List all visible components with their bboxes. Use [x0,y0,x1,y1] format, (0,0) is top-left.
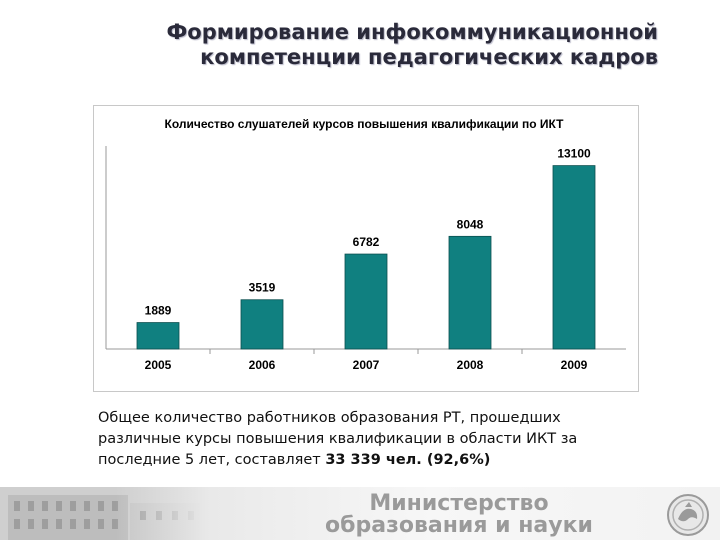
ministry-logo-text: Министерство образования и науки [325,493,593,537]
bar-chart: Количество слушателей курсов повышения к… [105,117,626,372]
tatarstan-emblem-icon [667,494,709,536]
ministry-line1: Министерство [369,491,549,516]
x-tick-label-2009: 2009 [561,358,588,372]
chart-container: Количество слушателей курсов повышения к… [93,105,639,392]
page-title-line2: компетенции педагогических кадров [200,45,658,69]
page-title: Формирование инфокоммуникационной компет… [166,20,658,70]
data-label-2005: 1889 [145,304,172,318]
data-label-2006: 3519 [249,281,276,295]
chart-title: Количество слушателей курсов повышения к… [165,117,565,131]
data-label-2008: 8048 [457,217,484,231]
description-line2: различные курсы повышения квалификации в… [98,431,578,447]
bar-2007 [344,253,388,350]
building-photo-icon [0,487,210,540]
description-line1: Общее количество работников образования … [98,410,561,426]
x-tick-label-2007: 2007 [353,358,380,372]
ministry-line2: образования и науки [325,513,593,538]
total-count: 33 339 чел. (92,6%) [325,452,491,468]
bar-2005 [136,322,180,350]
x-tick-label-2006: 2006 [249,358,276,372]
bar-2008 [448,235,492,350]
bar-2009 [552,165,596,350]
data-label-2007: 6782 [353,235,380,249]
page-title-line1: Формирование инфокоммуникационной [166,20,658,44]
bar-2006 [240,299,284,350]
x-tick-label-2005: 2005 [145,358,172,372]
data-label-2009: 13100 [557,147,591,161]
x-tick-label-2008: 2008 [457,358,484,372]
footer-banner [0,487,720,540]
description-line3: последние 5 лет, составляет 33 339 чел. … [98,450,598,471]
description-text: Общее количество работников образования … [98,408,598,471]
description-line3-prefix: последние 5 лет, составляет [98,452,326,468]
